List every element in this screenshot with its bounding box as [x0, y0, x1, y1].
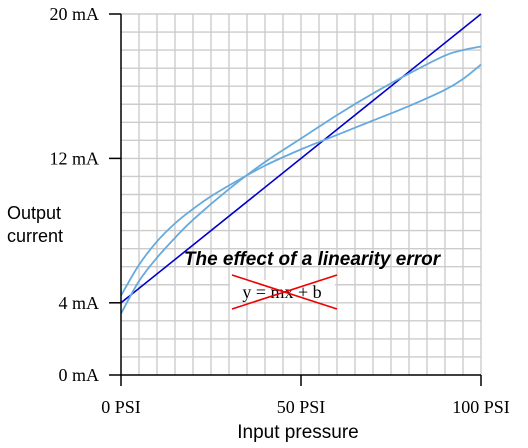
- series-line-2: [120, 45, 482, 315]
- chart-ticks: 0 mA 4 mA 12 mA 20 mA 0 PSI 50 PSI 100 PSI: [50, 4, 510, 417]
- annotation-headline: The effect of a linearity error: [184, 249, 442, 270]
- y-axis-label-line-1: Output: [7, 203, 61, 223]
- y-tick-label: 0 mA: [59, 365, 100, 385]
- x-tick-label: 0 PSI: [101, 397, 141, 417]
- x-axis-label: Input pressure: [237, 422, 358, 443]
- strike-line-up: [231, 274, 338, 310]
- series-line-0: [120, 13, 482, 304]
- y-tick-label: 20 mA: [50, 4, 100, 24]
- chart-grid: [121, 13, 482, 375]
- chart-series: [120, 13, 482, 315]
- y-tick-label: 12 mA: [50, 148, 100, 168]
- y-tick-label: 4 mA: [59, 293, 100, 313]
- series-line-1: [120, 63, 482, 297]
- x-tick-label: 50 PSI: [277, 397, 326, 417]
- x-tick-label: 100 PSI: [452, 397, 510, 417]
- equation-strike-through: [231, 274, 338, 310]
- y-axis-label-line-2: current: [7, 226, 63, 246]
